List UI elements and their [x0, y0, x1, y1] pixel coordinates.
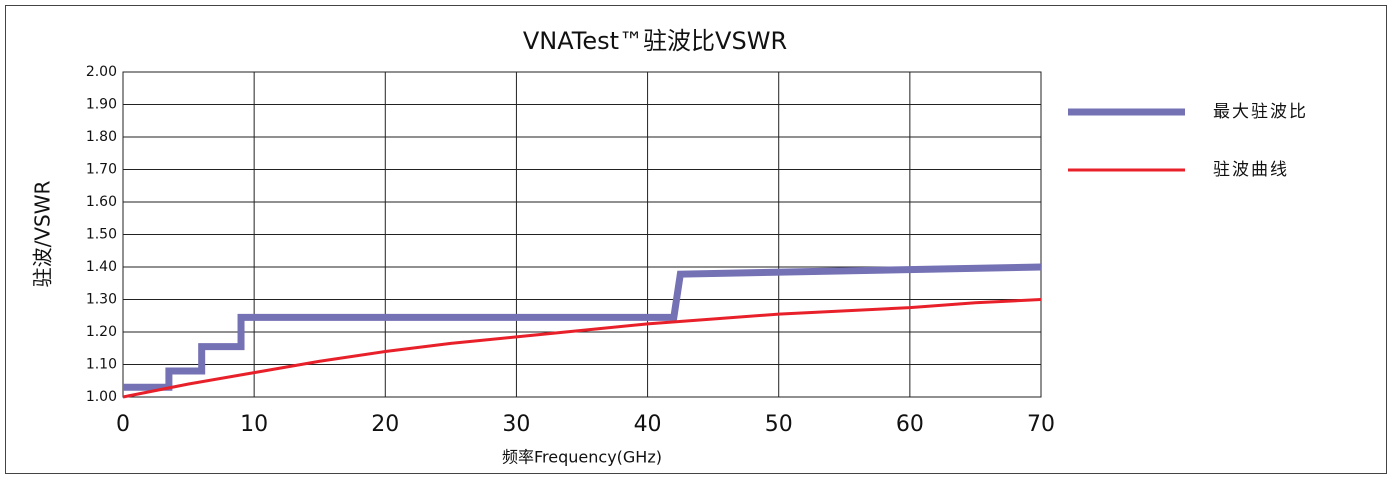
y-tick-label: 1.70 [86, 162, 117, 178]
chart-title: VNATest™驻波比VSWR [523, 27, 787, 55]
x-tick-label: 30 [502, 412, 530, 437]
legend-label: 最大驻波比 [1213, 102, 1308, 122]
y-tick-label: 1.20 [86, 324, 117, 340]
y-tick-label: 1.10 [86, 357, 117, 373]
y-tick-label: 1.80 [86, 129, 117, 145]
x-tick-label: 50 [765, 412, 793, 437]
x-axis-label: 频率Frequency(GHz) [502, 448, 662, 467]
y-tick-label: 1.50 [86, 227, 117, 243]
series-line [122, 298, 1042, 399]
x-tick-label: 20 [371, 412, 399, 437]
series-line [123, 263, 1042, 391]
legend-label: 驻波曲线 [1213, 160, 1289, 180]
x-tick-label: 10 [240, 412, 268, 437]
y-tick-label: 1.00 [86, 389, 117, 405]
y-tick-label: 1.90 [86, 97, 117, 113]
y-tick-label: 1.30 [86, 292, 117, 308]
y-axis-label: 驻波/VSWR [31, 181, 55, 288]
x-tick-label: 60 [896, 412, 924, 437]
y-tick-label: 2.00 [86, 64, 117, 80]
x-tick-label: 0 [116, 412, 130, 437]
y-tick-label: 1.60 [86, 194, 117, 210]
x-tick-label: 70 [1027, 412, 1055, 437]
x-tick-label: 40 [634, 412, 662, 437]
y-tick-label: 1.40 [86, 259, 117, 275]
